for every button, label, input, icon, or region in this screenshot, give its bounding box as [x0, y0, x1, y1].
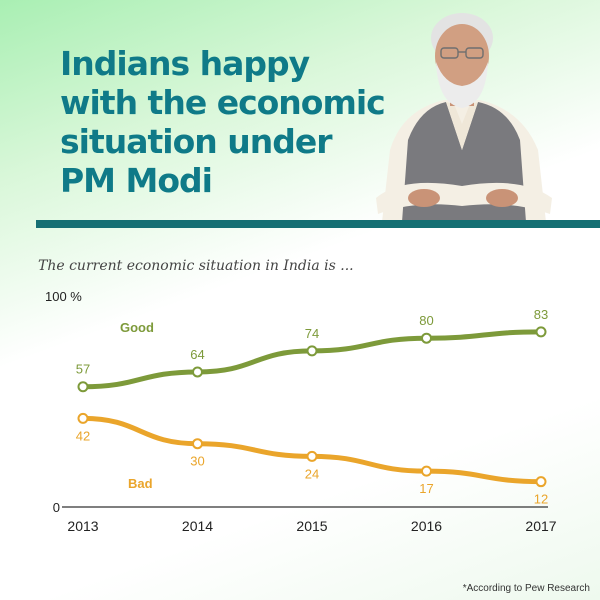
- portrait-face: [435, 24, 489, 88]
- data-label-bad: 17: [419, 481, 433, 496]
- series-label-bad: Bad: [128, 476, 153, 491]
- data-point-good: [192, 366, 203, 378]
- chart-subtitle: The current economic situation in India …: [38, 258, 354, 274]
- line-chart: 0 100 % 2013 2014 2015 2016 2017 57 64 74 80 83 Goo…: [45, 289, 557, 534]
- data-label-good: 80: [419, 313, 433, 328]
- x-tick-label: 2013: [67, 518, 98, 534]
- portrait-image: [376, 13, 552, 222]
- data-label-bad: 24: [305, 466, 319, 481]
- data-point-good: [421, 332, 432, 344]
- data-point-bad: [421, 465, 432, 477]
- x-tick-label: 2017: [525, 518, 556, 534]
- data-label-bad: 30: [190, 454, 204, 469]
- x-tick-label: 2016: [411, 518, 442, 534]
- data-label-good: 64: [190, 347, 204, 362]
- source-footnote: *According to Pew Research: [462, 583, 590, 594]
- data-point-good: [77, 381, 89, 393]
- data-point-good: [535, 326, 547, 338]
- y-tick-label: 100 %: [45, 289, 82, 304]
- headline-line: situation under: [60, 122, 333, 161]
- data-label-good: 74: [305, 326, 319, 341]
- data-point-good: [306, 345, 318, 357]
- data-point-bad: [535, 476, 547, 488]
- data-point-bad: [192, 438, 203, 450]
- data-label-good: 57: [76, 362, 90, 377]
- portrait-beard: [436, 62, 488, 108]
- headline-line: Indians happy: [60, 44, 310, 83]
- data-point-bad: [306, 450, 318, 462]
- headline-line: with the economic: [60, 83, 386, 122]
- series-label-good: Good: [120, 320, 154, 335]
- headline-line: PM Modi: [60, 161, 213, 200]
- headline: Indians happy with the economic situatio…: [60, 44, 400, 200]
- data-point-bad: [77, 412, 89, 424]
- x-tick-label: 2015: [296, 518, 327, 534]
- data-label-bad: 12: [534, 492, 548, 507]
- data-label-bad: 42: [76, 428, 90, 443]
- x-tick-label: 2014: [182, 518, 213, 534]
- header-divider: [36, 220, 600, 228]
- y-tick-label: 0: [53, 500, 60, 515]
- data-label-good: 83: [534, 307, 548, 322]
